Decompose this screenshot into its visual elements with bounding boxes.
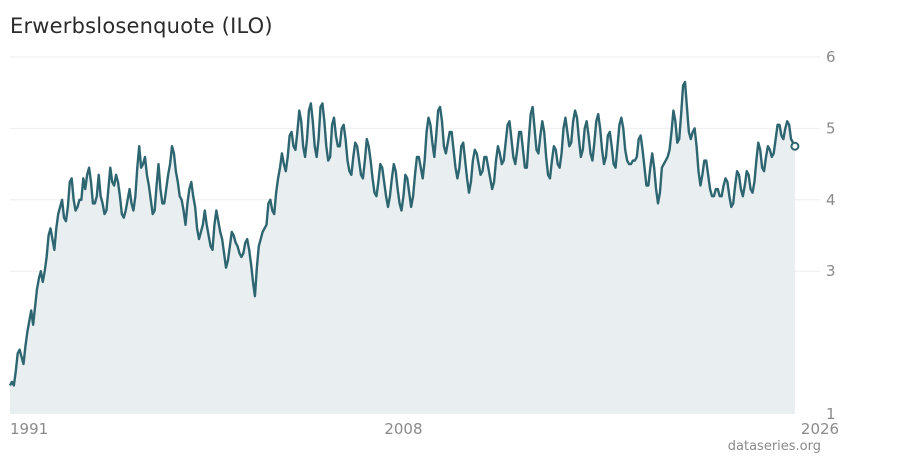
series-line [8,80,796,387]
y-axis: 1 3 4 5 6 [826,48,836,423]
x-axis: 1991 2008 2026 [10,420,839,438]
y-tick-label: 4 [826,191,836,209]
x-tick-label: 2008 [384,420,422,438]
x-tick-label: 1991 [10,420,48,438]
x-tick-label: 2026 [801,420,839,438]
y-tick-label: 3 [826,262,836,280]
page-title: Erwerbslosenquote (ILO) [10,14,273,38]
source-label: dataseries.org [727,439,821,454]
y-tick-label: 1 [826,405,836,423]
series-endpoint [790,141,800,151]
y-tick-label: 5 [826,119,836,137]
series-area [10,81,795,415]
y-tick-label: 6 [826,48,836,66]
